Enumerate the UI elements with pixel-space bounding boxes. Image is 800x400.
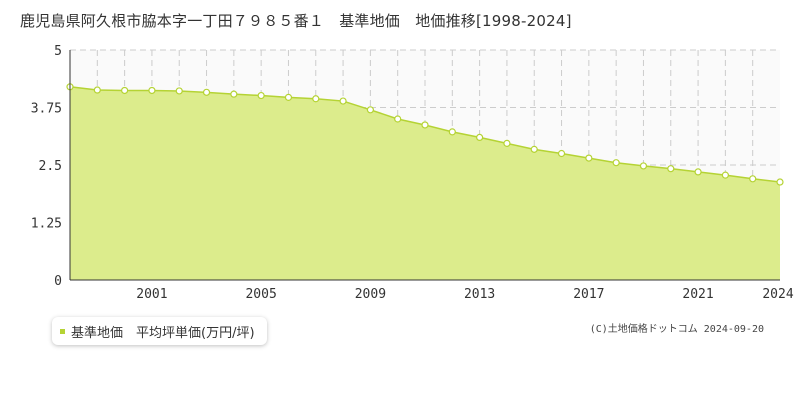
data-point [230,90,238,98]
data-point [667,165,675,173]
x-tick-label: 2021 [682,287,713,302]
data-point [284,93,293,101]
data-point [121,86,129,95]
data-point [339,97,347,105]
data-point [749,175,757,183]
x-tick-label: 2017 [573,287,604,302]
y-tick-label: 3.75 [31,102,62,117]
data-point [776,178,784,186]
data-point [612,159,620,167]
credit-text: (C)土地価格ドットコム 2024-09-20 [589,324,764,335]
y-tick-labels: 0 1.25 2.5 3.75 5 [31,44,62,289]
series-points [66,83,784,186]
data-point [202,88,211,96]
data-point [366,106,374,114]
x-tick-label: 2013 [464,287,495,302]
y-tick-label: 2.5 [39,159,62,174]
data-point [93,86,101,94]
x-tick-label: 2005 [245,287,276,302]
chart-title: 鹿児島県阿久根市脇本字一丁田７９８５番１ 基準地価 地価推移[1998-2024… [20,12,572,30]
data-point [557,149,566,158]
data-point [257,91,265,100]
data-point [639,162,648,170]
data-point [312,95,320,103]
y-tick-label: 5 [54,44,62,59]
series-area [70,86,780,280]
data-point [694,168,702,176]
data-point [585,154,593,162]
data-point [394,115,402,123]
data-point [476,133,484,141]
data-point [503,139,511,147]
data-point [175,87,183,95]
data-point [448,128,456,136]
y-tick-label: 1.25 [31,217,62,232]
x-tick-label: 2001 [136,287,167,302]
x-tick-labels: 2001 2005 2009 2013 2017 2021 2024 [136,287,794,302]
x-tick-label: 2009 [355,287,386,302]
data-point [530,145,538,153]
legend: 基準地価 平均坪単価(万円/坪) [52,317,267,345]
legend-label: 基準地価 平均坪単価(万円/坪) [71,325,255,341]
data-point [421,121,429,129]
x-tick-label: 2024 [762,287,793,302]
data-point [721,171,729,179]
data-point [148,86,156,95]
legend-marker [60,328,65,334]
y-tick-label: 0 [54,274,62,289]
